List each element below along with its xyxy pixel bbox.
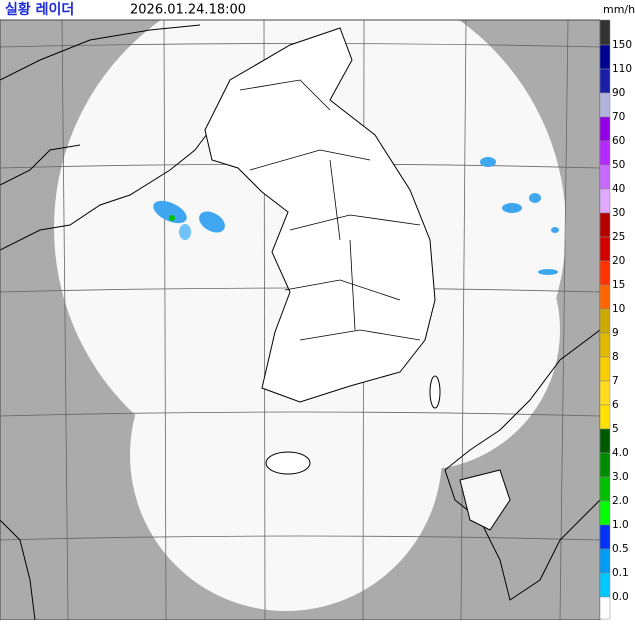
header-bar [0, 0, 635, 20]
legend-swatch [599, 596, 611, 620]
rain-echoes [153, 157, 559, 275]
legend-swatch [599, 548, 611, 574]
coastlines [0, 24, 600, 620]
legend-label: 9 [612, 327, 619, 339]
legend-label: 50 [612, 159, 625, 171]
legend-swatch [599, 476, 611, 502]
legend-swatch [599, 428, 611, 454]
legend-swatch [599, 380, 611, 406]
legend-swatch [599, 572, 611, 598]
legend-label: 7 [612, 375, 619, 387]
legend-label: 4.0 [612, 447, 629, 459]
legend-swatch [599, 308, 611, 334]
title: 실황 레이더 [5, 1, 74, 18]
legend-label: 10 [612, 303, 625, 315]
legend-swatch [599, 19, 611, 46]
legend-swatch [599, 116, 611, 142]
legend-swatch [599, 404, 611, 430]
legend-label: 70 [612, 111, 625, 123]
map-area [0, 20, 600, 620]
legend-swatch [599, 44, 611, 70]
legend-swatch [599, 140, 611, 166]
legend-label: 2.0 [612, 495, 629, 507]
legend-label: 20 [612, 255, 625, 267]
legend-label: 0.5 [612, 543, 629, 555]
legend-swatch [599, 452, 611, 478]
legend-swatch [599, 92, 611, 118]
legend-swatch [599, 68, 611, 94]
legend-swatch [599, 236, 611, 262]
legend-label: 1.0 [612, 519, 629, 531]
legend-label: 0.0 [612, 591, 629, 603]
legend-swatch [599, 356, 611, 382]
legend-label: 110 [612, 63, 632, 75]
legend-swatch [599, 524, 611, 550]
unit: mm/h [603, 3, 635, 16]
legend-swatch [599, 284, 611, 310]
legend-label: 6 [612, 399, 619, 411]
legend-label: 40 [612, 183, 625, 195]
legend-label: 25 [612, 231, 625, 243]
legend-label: 5 [612, 423, 619, 435]
legend-label: 30 [612, 207, 625, 219]
legend-swatch [599, 260, 611, 286]
legend-label: 150 [612, 39, 632, 51]
legend-label: 3.0 [612, 471, 629, 483]
legend-label: 8 [612, 351, 619, 363]
legend-swatch [599, 332, 611, 358]
timestamp: 2026.01.24.18:00 [130, 3, 246, 18]
legend-label: 15 [612, 279, 625, 291]
legend-swatch [599, 212, 611, 238]
legend-swatch [599, 500, 611, 526]
legend-swatch [599, 188, 611, 214]
legend-label: 90 [612, 87, 625, 99]
legend-label: 0.1 [612, 567, 629, 579]
legend-swatch [599, 164, 611, 190]
legend-label: 60 [612, 135, 625, 147]
